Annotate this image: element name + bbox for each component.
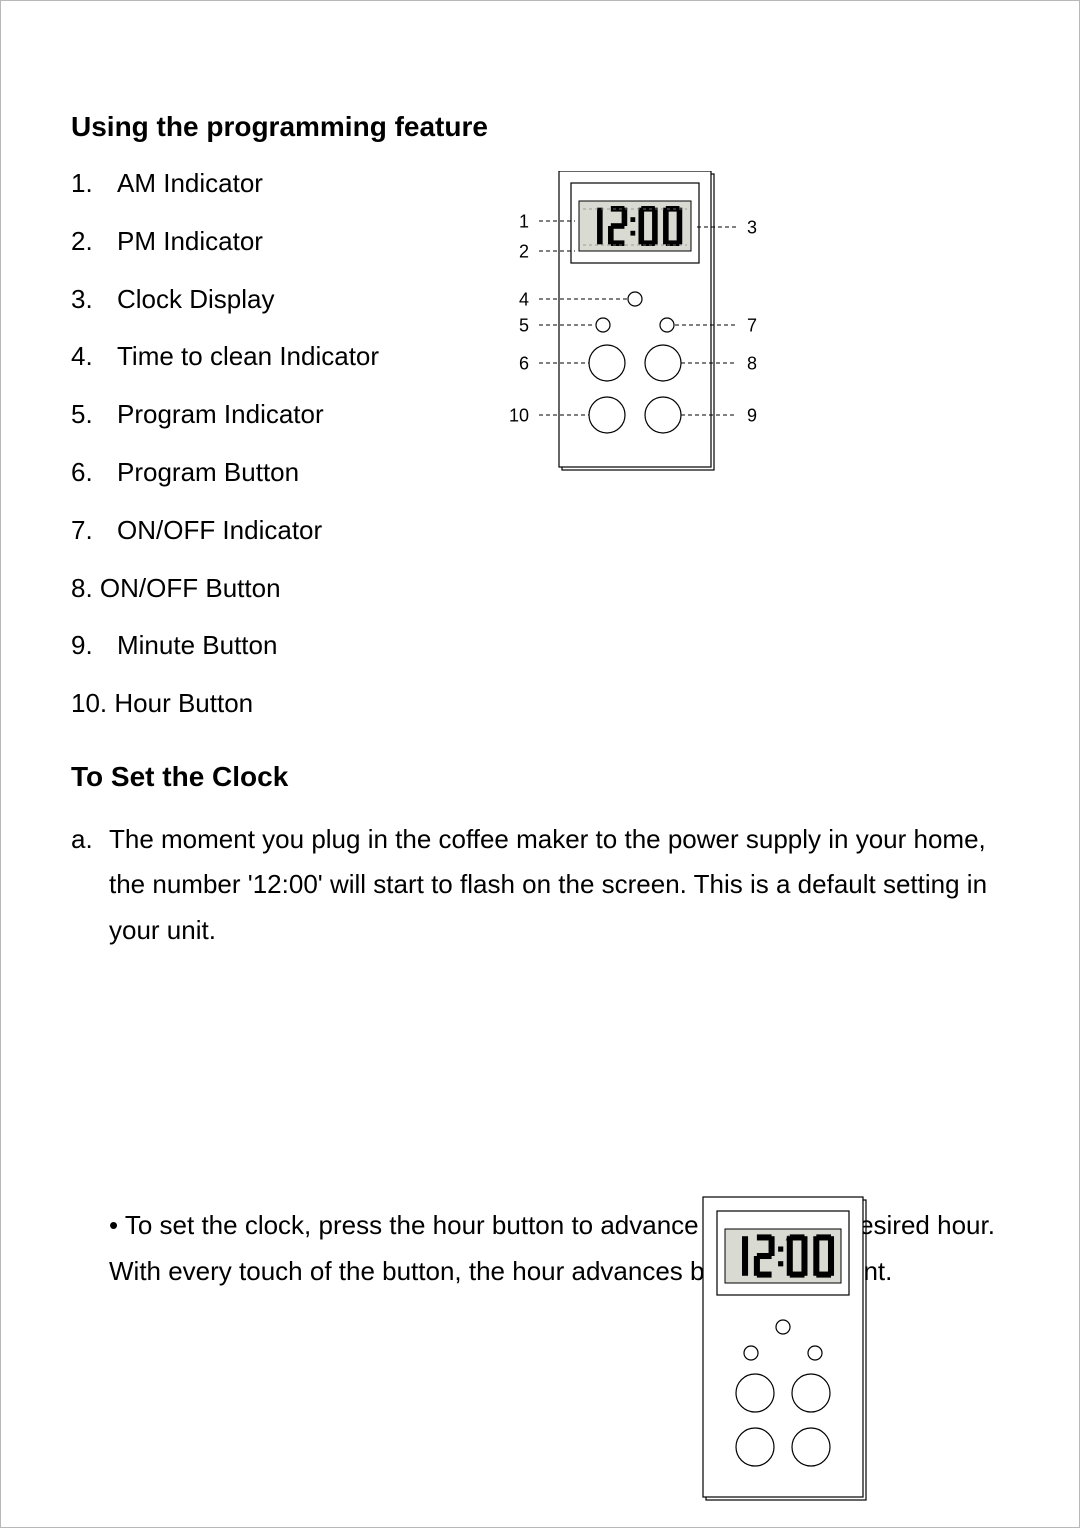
legend-item: 7. ON/OFF Indicator [71,514,1009,548]
legend-num: 9. [71,629,117,663]
legend-num: 6. [71,456,117,490]
legend-num: 5. [71,398,117,432]
legend-text: Minute Button [117,629,1009,663]
legend-item: 9. Minute Button [71,629,1009,663]
section1-title: Using the programming feature [71,111,1009,143]
section-programming-feature: Using the programming feature 1. AM Indi… [71,111,1009,721]
legend-text-inline: Hour Button [114,688,253,718]
svg-text:2: 2 [519,241,529,261]
legend-num-inline: 8. [71,573,93,603]
lower-block: AM • To set the clock, press the hour bu… [71,1203,1009,1533]
legend-num: 7. [71,514,117,548]
legend-num: 4. [71,340,117,374]
section2-title: To Set the Clock [71,761,1009,793]
diagram2: AM [699,1193,899,1508]
legend-item: 8. ON/OFF Button [71,572,1009,606]
para-a-text: The moment you plug in the coffee maker … [109,817,1009,954]
legend-text-inline: ON/OFF Button [100,573,281,603]
legend-num: 1. [71,167,117,201]
svg-text:3: 3 [747,217,757,237]
svg-text:6: 6 [519,353,529,373]
device-diagram-labeled: 1 2 4 5 6 10 3 7 8 9 [479,171,809,471]
svg-text:5: 5 [519,315,529,335]
section-set-clock: To Set the Clock a. The moment you plug … [71,761,1009,1533]
legend-num: 3. [71,283,117,317]
svg-text:10: 10 [509,405,529,425]
legend-text: 8. ON/OFF Button [71,572,1009,606]
para-a-marker: a. [71,817,109,954]
legend-num-inline: 10. [71,688,107,718]
legend-text: 10. Hour Button [71,687,1009,721]
svg-text:4: 4 [519,289,529,309]
page: Using the programming feature 1. AM Indi… [0,0,1080,1528]
svg-text:7: 7 [747,315,757,335]
svg-text:8: 8 [747,353,757,373]
device-diagram-plain: AM [699,1193,899,1503]
legend-text: ON/OFF Indicator [117,514,1009,548]
legend-num: 2. [71,225,117,259]
legend-item: 10. Hour Button [71,687,1009,721]
paragraph-a: a. The moment you plug in the coffee mak… [71,817,1009,954]
svg-text:9: 9 [747,405,757,425]
diagram1: 1 2 4 5 6 10 3 7 8 9 [479,171,809,476]
svg-text:1: 1 [519,211,529,231]
